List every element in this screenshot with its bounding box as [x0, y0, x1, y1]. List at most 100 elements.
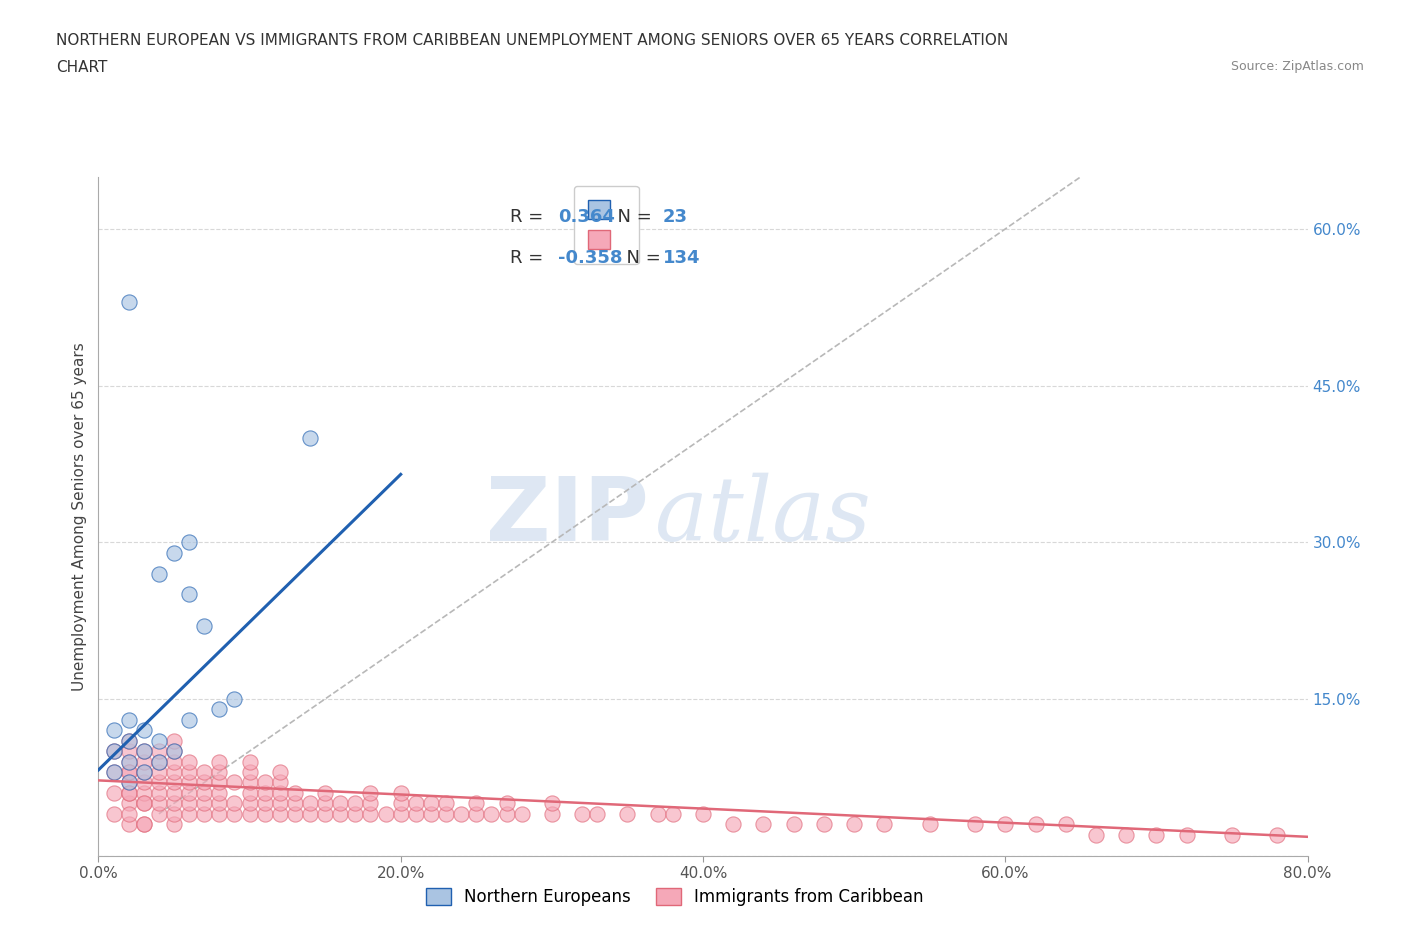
Point: [148, 796, 170, 811]
Point: [118, 796, 141, 811]
Text: -0.358: -0.358: [558, 249, 623, 267]
Point: [148, 566, 170, 581]
Point: [1267, 828, 1289, 843]
Point: [179, 806, 201, 821]
Point: [389, 796, 412, 811]
Point: [465, 796, 488, 811]
Point: [118, 712, 141, 727]
Point: [224, 796, 246, 811]
Point: [148, 754, 170, 769]
Point: [1054, 817, 1077, 831]
Point: [616, 806, 638, 821]
Text: NORTHERN EUROPEAN VS IMMIGRANTS FROM CARIBBEAN UNEMPLOYMENT AMONG SENIORS OVER 6: NORTHERN EUROPEAN VS IMMIGRANTS FROM CAR…: [56, 33, 1008, 47]
Point: [208, 775, 231, 790]
Point: [540, 806, 562, 821]
Point: [813, 817, 835, 831]
Text: CHART: CHART: [56, 60, 108, 75]
Point: [405, 796, 427, 811]
Point: [239, 764, 262, 779]
Point: [118, 754, 141, 769]
Point: [118, 775, 141, 790]
Point: [299, 796, 322, 811]
Point: [434, 796, 457, 811]
Point: [239, 786, 262, 801]
Point: [284, 786, 307, 801]
Point: [224, 692, 246, 707]
Point: [208, 754, 231, 769]
Point: [148, 764, 170, 779]
Point: [132, 796, 155, 811]
Point: [132, 796, 155, 811]
Text: atlas: atlas: [655, 472, 870, 560]
Point: [284, 806, 307, 821]
Point: [540, 796, 562, 811]
Point: [284, 796, 307, 811]
Point: [269, 775, 291, 790]
Point: [193, 786, 215, 801]
Point: [118, 764, 141, 779]
Text: 23: 23: [664, 208, 688, 226]
Point: [495, 806, 517, 821]
Point: [148, 754, 170, 769]
Point: [193, 764, 215, 779]
Point: [179, 786, 201, 801]
Text: 0.364: 0.364: [558, 208, 614, 226]
Point: [193, 775, 215, 790]
Point: [239, 806, 262, 821]
Point: [103, 744, 125, 759]
Point: [179, 796, 201, 811]
Point: [1115, 828, 1137, 843]
Text: 134: 134: [664, 249, 700, 267]
Point: [299, 431, 322, 445]
Point: [118, 733, 141, 748]
Point: [314, 786, 336, 801]
Text: Source: ZipAtlas.com: Source: ZipAtlas.com: [1230, 60, 1364, 73]
Point: [163, 744, 186, 759]
Point: [118, 733, 141, 748]
Point: [1220, 828, 1243, 843]
Point: [994, 817, 1017, 831]
Legend: Northern Europeans, Immigrants from Caribbean: Northern Europeans, Immigrants from Cari…: [419, 881, 931, 912]
Point: [360, 806, 382, 821]
Point: [118, 806, 141, 821]
Point: [179, 712, 201, 727]
Point: [314, 796, 336, 811]
Point: [193, 806, 215, 821]
Point: [253, 796, 276, 811]
Point: [752, 817, 775, 831]
Point: [434, 806, 457, 821]
Point: [179, 754, 201, 769]
Point: [132, 775, 155, 790]
Point: [239, 754, 262, 769]
Point: [253, 786, 276, 801]
Point: [103, 723, 125, 737]
Point: [420, 806, 443, 821]
Point: [148, 775, 170, 790]
Point: [179, 587, 201, 602]
Point: [692, 806, 714, 821]
Point: [314, 806, 336, 821]
Point: [208, 764, 231, 779]
Point: [132, 786, 155, 801]
Point: [571, 806, 593, 821]
Point: [163, 775, 186, 790]
Point: [224, 806, 246, 821]
Point: [163, 786, 186, 801]
Point: [269, 796, 291, 811]
Point: [148, 786, 170, 801]
Point: [118, 744, 141, 759]
Point: [647, 806, 669, 821]
Point: [389, 806, 412, 821]
Point: [132, 817, 155, 831]
Point: [163, 817, 186, 831]
Point: [132, 744, 155, 759]
Point: [132, 744, 155, 759]
Point: [329, 806, 352, 821]
Point: [662, 806, 685, 821]
Point: [329, 796, 352, 811]
Point: [873, 817, 896, 831]
Point: [208, 702, 231, 717]
Point: [118, 817, 141, 831]
Point: [179, 764, 201, 779]
Point: [163, 545, 186, 560]
